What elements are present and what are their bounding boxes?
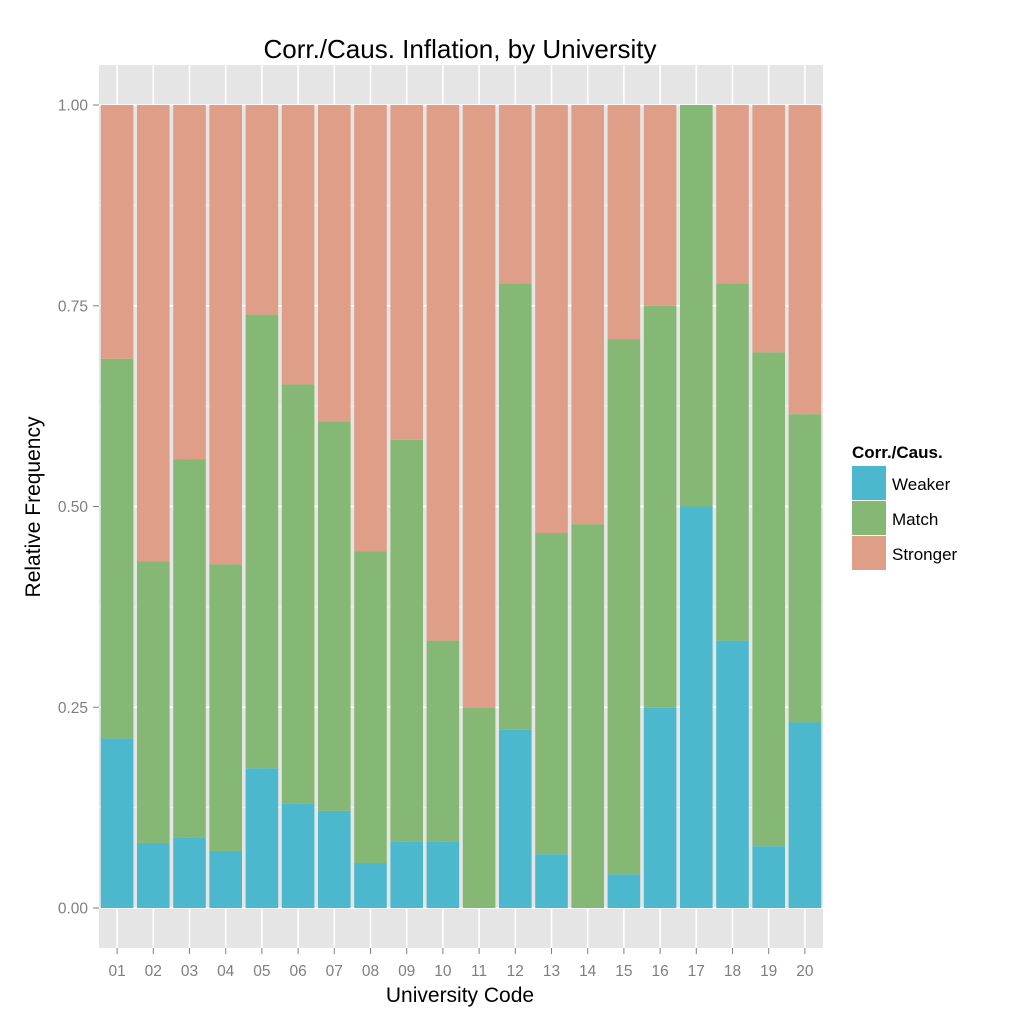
bar-weaker-02 [137, 842, 170, 908]
x-tick-label: 04 [217, 963, 235, 980]
bar-stronger-02 [137, 105, 170, 562]
bar-stronger-04 [209, 105, 242, 565]
bar-match-17 [680, 105, 713, 507]
bar-match-04 [209, 564, 242, 851]
bar-weaker-03 [173, 837, 206, 908]
legend-title: Corr./Caus. [852, 443, 943, 462]
bar-stronger-16 [643, 105, 677, 306]
bar-stronger-06 [281, 105, 315, 385]
legend-swatch-stronger [852, 536, 886, 570]
bar-match-05 [245, 314, 279, 769]
y-axis-ticks: 0.00 0.25 0.50 0.75 1.00 [58, 98, 99, 918]
bar-weaker-04 [209, 850, 242, 908]
x-axis-ticks: 01 02 03 04 05 06 07 08 09 10 11 12 13 14 15 16 17 18 19 20 [108, 948, 814, 980]
x-tick-label: 02 [145, 963, 162, 980]
x-tick-label: 16 [651, 963, 668, 980]
legend-swatch-match [852, 501, 886, 535]
chart-title: Corr./Caus. Inflation, by University [263, 34, 656, 64]
x-tick-label: 05 [253, 963, 270, 980]
bar-weaker-16 [643, 707, 677, 908]
bar-stronger-15 [607, 105, 641, 340]
bar-weaker-08 [354, 863, 387, 908]
bar-weaker-20 [788, 722, 822, 908]
x-tick-label: 18 [724, 963, 741, 980]
bar-match-12 [499, 283, 532, 730]
bar-stronger-08 [354, 105, 387, 552]
bar-match-13 [535, 532, 568, 855]
bar-stronger-05 [245, 105, 279, 315]
bar-weaker-07 [318, 810, 351, 908]
bar-weaker-13 [535, 854, 568, 908]
bar-match-10 [426, 640, 460, 842]
legend-label-match: Match [892, 510, 938, 529]
bar-stronger-18 [716, 105, 749, 284]
bar-match-16 [643, 305, 677, 708]
x-tick-label: 14 [579, 963, 597, 980]
bar-stronger-14 [571, 105, 604, 525]
y-tick-label: 1.00 [58, 98, 89, 115]
x-tick-label: 13 [543, 963, 560, 980]
bar-match-09 [390, 439, 423, 842]
bar-stronger-13 [535, 105, 568, 533]
x-axis-title: University Code [386, 984, 534, 1007]
x-tick-label: 08 [362, 963, 379, 980]
bar-match-08 [354, 551, 387, 864]
bars [100, 105, 822, 908]
bar-weaker-15 [607, 874, 641, 908]
legend-swatch-weaker [852, 466, 886, 500]
y-tick-label: 0.75 [58, 298, 88, 315]
bar-stronger-12 [499, 105, 532, 284]
legend: Corr./Caus. Weaker Match Stronger [852, 443, 958, 570]
legend-label-stronger: Stronger [892, 545, 958, 564]
bar-weaker-17 [680, 506, 713, 908]
bar-stronger-03 [173, 105, 206, 460]
bar-match-18 [716, 283, 749, 641]
x-tick-label: 15 [615, 963, 632, 980]
x-tick-label: 12 [507, 963, 524, 980]
x-tick-label: 19 [760, 963, 777, 980]
bar-match-11 [462, 707, 496, 908]
y-tick-label: 0.50 [58, 499, 89, 516]
x-tick-label: 01 [108, 963, 125, 980]
x-tick-label: 07 [326, 963, 343, 980]
bar-weaker-10 [426, 841, 460, 908]
bar-weaker-06 [281, 803, 315, 908]
bar-match-01 [100, 358, 134, 739]
bar-weaker-05 [245, 768, 279, 908]
x-tick-label: 09 [398, 963, 415, 980]
bar-match-02 [137, 561, 170, 843]
bar-stronger-20 [788, 105, 822, 415]
bar-stronger-09 [390, 105, 423, 440]
bar-weaker-12 [499, 729, 532, 908]
x-tick-label: 10 [434, 963, 452, 980]
x-tick-label: 17 [688, 963, 705, 980]
legend-label-weaker: Weaker [892, 475, 951, 494]
y-tick-label: 0.00 [58, 901, 89, 918]
bar-match-07 [318, 421, 351, 811]
bar-match-19 [752, 352, 785, 847]
bar-weaker-01 [100, 738, 134, 908]
bar-match-15 [607, 339, 641, 875]
bar-match-20 [788, 414, 822, 723]
bar-stronger-10 [426, 105, 460, 641]
x-tick-label: 20 [796, 963, 814, 980]
bar-match-06 [281, 384, 315, 804]
bar-stronger-07 [318, 105, 351, 422]
bar-stronger-19 [752, 105, 785, 353]
bar-stronger-11 [462, 105, 496, 708]
x-tick-label: 03 [181, 963, 198, 980]
bar-weaker-09 [390, 841, 423, 908]
x-tick-label: 06 [289, 963, 306, 980]
bar-weaker-19 [752, 846, 785, 908]
y-axis-title: Relative Frequency [22, 416, 45, 597]
y-tick-label: 0.25 [58, 700, 88, 717]
bar-match-03 [173, 459, 206, 838]
x-tick-label: 11 [471, 963, 487, 980]
bar-stronger-01 [100, 105, 134, 359]
bar-weaker-18 [716, 640, 749, 908]
bar-match-14 [571, 524, 604, 908]
